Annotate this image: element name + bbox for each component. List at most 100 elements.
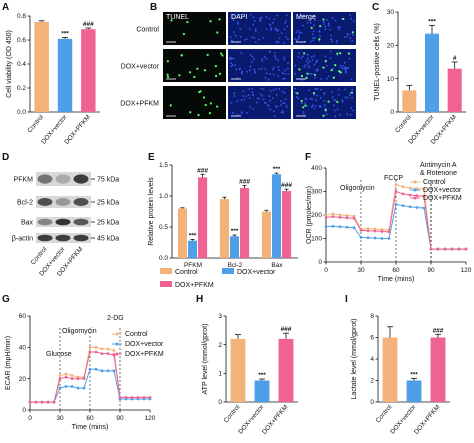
nucleus-dot: [262, 98, 265, 101]
F-point: [415, 206, 419, 209]
nucleus-dot: [245, 111, 248, 114]
panel-label-F: F: [305, 152, 311, 163]
tunel-positive-dot: [319, 25, 322, 28]
nucleus-dot: [298, 32, 301, 34]
tunel-positive-dot: [334, 64, 337, 67]
F-point: [380, 237, 384, 240]
nucleus-dot: [334, 19, 337, 22]
G-point: [136, 396, 140, 399]
nucleus-dot: [311, 104, 314, 107]
panel-label-D: D: [2, 152, 9, 163]
nucleus-dot: [335, 41, 338, 44]
F-annotation-rotenone: & Rotenone: [420, 170, 457, 177]
F-point: [338, 225, 342, 229]
blot-protein-label: Bcl-2: [17, 200, 33, 207]
nucleus-dot: [294, 64, 297, 67]
nucleus-dot: [276, 40, 279, 43]
nucleus-dot: [320, 88, 322, 91]
G-point: [106, 352, 110, 355]
nucleus-dot: [268, 95, 271, 98]
nucleus-dot: [240, 111, 243, 114]
tunel-positive-dot: [193, 75, 196, 79]
tunel-positive-dot: [312, 92, 316, 95]
nucleus-dot: [304, 102, 307, 104]
F-x-tick-label: 30: [357, 267, 365, 274]
blot-protein-label: β-actin: [12, 236, 33, 243]
F-point: [422, 187, 426, 191]
nucleus-dot: [261, 94, 264, 97]
tunel-positive-dot: [327, 100, 330, 103]
tunel-positive-dot: [203, 69, 207, 72]
nucleus-dot: [351, 40, 354, 42]
nucleus-dot: [263, 101, 266, 104]
nucleus-dot: [305, 60, 308, 62]
nucleus-dot: [319, 35, 322, 37]
H-category-label: Control: [223, 403, 242, 424]
nucleus-dot: [348, 57, 351, 60]
nucleus-dot: [282, 77, 284, 80]
nucleus-dot: [302, 110, 305, 113]
nucleus-dot: [285, 19, 287, 22]
nucleus-dot: [236, 77, 239, 79]
nucleus-dot: [274, 27, 277, 30]
micrograph-row-label: DOX+PFKM: [120, 101, 159, 108]
nucleus-dot: [323, 99, 326, 102]
nucleus-dot: [346, 32, 349, 35]
tunel-positive-dot: [322, 18, 325, 21]
panel-label-B: B: [150, 2, 157, 13]
nucleus-dot: [277, 41, 280, 44]
nucleus-dot: [251, 91, 254, 94]
nucleus-dot: [313, 24, 315, 27]
E-legend-swatch-DOX+vector: [222, 268, 234, 274]
I-category-label: Control: [375, 403, 394, 424]
panel-label-I: I: [345, 294, 348, 305]
panel-label-G: G: [2, 294, 10, 305]
F-point: [345, 216, 349, 220]
nucleus-dot: [287, 73, 290, 75]
tunel-positive-dot: [189, 111, 192, 114]
tunel-positive-dot: [324, 60, 327, 63]
nucleus-dot: [342, 65, 344, 67]
nucleus-dot: [329, 50, 332, 53]
blot-size-label: 25 kDa: [97, 200, 119, 207]
nucleus-dot: [339, 66, 342, 69]
G-y-axis-label: ECAR (mpH/min): [5, 336, 12, 390]
tunel-positive-dot: [302, 106, 305, 109]
micrograph-row-label: Control: [136, 27, 159, 34]
F-point: [324, 213, 328, 217]
G-point: [100, 347, 104, 351]
nucleus-dot: [232, 19, 235, 22]
nucleus-dot: [284, 98, 287, 101]
nucleus-dot: [324, 25, 327, 28]
nucleus-dot: [320, 78, 322, 80]
tunel-positive-dot: [300, 74, 303, 78]
nucleus-dot: [234, 64, 237, 67]
blot-band: [37, 218, 53, 226]
F-point: [373, 229, 377, 233]
A-significance: ***: [61, 31, 69, 38]
tunel-positive-dot: [339, 71, 342, 74]
nucleus-dot: [352, 33, 355, 36]
nucleus-dot: [297, 38, 299, 41]
nucleus-dot: [253, 68, 256, 71]
E-legend-label: Control: [175, 269, 198, 276]
blot-size-label: 75 kDa: [97, 177, 119, 184]
H-significance: ###: [281, 326, 292, 333]
I-significance: ###: [433, 327, 444, 334]
I-y-tick-label: 4: [370, 356, 374, 363]
nucleus-dot: [252, 94, 255, 97]
F-point: [331, 215, 335, 219]
G-point: [88, 350, 92, 354]
F-point: [408, 186, 412, 190]
nucleus-dot: [319, 97, 322, 99]
nucleus-dot: [295, 39, 298, 42]
nucleus-dot: [298, 52, 301, 55]
nucleus-dot: [229, 35, 232, 38]
blot-band: [55, 174, 71, 184]
nucleus-dot: [323, 104, 326, 106]
nucleus-dot: [312, 30, 315, 33]
nucleus-dot: [229, 58, 232, 60]
micrograph-Merge-Control: [293, 12, 356, 45]
micrograph-TUNEL-Control: [163, 12, 226, 45]
nucleus-dot: [240, 112, 243, 115]
